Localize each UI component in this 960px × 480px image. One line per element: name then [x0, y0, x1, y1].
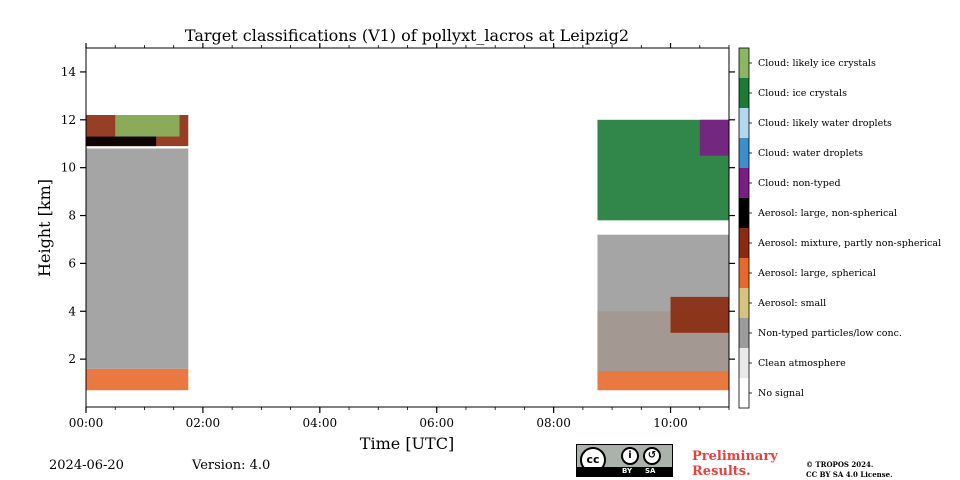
y-axis-label: Height [km]: [35, 179, 54, 277]
plot-area: [86, 115, 729, 391]
colorbar-swatch: [739, 108, 749, 138]
y-tick-label: 2: [68, 352, 76, 366]
cc-by-sa-badge: cc i ↺ BY SA: [576, 444, 673, 477]
colorbar-label: Aerosol: large, non-spherical: [757, 208, 897, 219]
y-tick-label: 14: [61, 65, 77, 79]
axes: 00:00 02:00 04:00 06:00 08:00 10:00 2 4 6 8 10 12 14: [61, 43, 735, 430]
colorbar-label: Aerosol: small: [757, 298, 826, 309]
version-label: Version: 4.0: [192, 458, 271, 473]
y-tick-label: 8: [68, 209, 76, 223]
prelim-line-2: Results.: [692, 464, 751, 479]
colorbar-label: Cloud: non-typed: [758, 178, 841, 189]
region-aerosol-large-spherical: [86, 368, 189, 391]
region-non-typed-particles-low-conc-: [86, 148, 189, 369]
attribution-icon: i: [621, 447, 639, 465]
colorbar-swatch: [739, 48, 749, 78]
colorbar-label: No signal: [758, 388, 804, 399]
sa-label: SA: [645, 467, 656, 475]
colorbar-label: Cloud: ice crystals: [758, 88, 847, 99]
colorbar-swatch: [739, 378, 749, 408]
badge-strip: [577, 467, 672, 476]
colorbar-swatch: [739, 78, 749, 108]
x-tick-label: 10:00: [653, 416, 688, 430]
prelim-line-1: Preliminary: [692, 449, 778, 464]
colorbar-label: Cloud: likely water droplets: [758, 118, 892, 129]
copyright-line-2: CC BY SA 4.0 License.: [806, 470, 893, 479]
colorbar-swatch: [739, 288, 749, 318]
colorbar-label: Cloud: likely ice crystals: [758, 58, 876, 69]
colorbar-swatch: [739, 198, 749, 228]
copyright-line-1: © TROPOS 2024.: [806, 460, 874, 469]
colorbar-swatch: [739, 348, 749, 378]
region-aerosol-mixture-partly-non-spherical: [670, 296, 729, 333]
colorbar-label: Non-typed particles/low conc.: [758, 328, 902, 339]
y-tick-label: 6: [68, 256, 76, 270]
share-alike-icon: ↺: [643, 447, 661, 465]
colorbar-label: Aerosol: large, spherical: [757, 268, 876, 279]
y-tick-label: 10: [61, 161, 76, 175]
chart-title: Target classifications (V1) of pollyxt_l…: [185, 26, 629, 45]
colorbar-label: Clean atmosphere: [758, 358, 846, 369]
y-tick-label: 12: [61, 113, 76, 127]
y-tick-label: 4: [68, 304, 76, 318]
by-label: BY: [622, 467, 633, 475]
x-tick-label: 06:00: [419, 416, 454, 430]
colorbar-swatch: [739, 258, 749, 288]
colorbar-swatch: [739, 318, 749, 348]
colorbar-swatch: [739, 228, 749, 258]
x-tick-label: 02:00: [186, 416, 221, 430]
preliminary-results-note: Preliminary Results.: [692, 449, 778, 479]
x-axis-label: Time [UTC]: [360, 434, 454, 453]
measurement-date: 2024-06-20: [49, 458, 124, 473]
region-cloud-likely-ice-crystals: [115, 115, 180, 137]
x-tick-label: 00:00: [69, 416, 104, 430]
copyright-note: © TROPOS 2024. CC BY SA 4.0 License.: [806, 460, 893, 480]
region-aerosol-large-non-spherical: [86, 136, 157, 147]
colorbar-swatch: [739, 138, 749, 168]
classification-regions: [86, 115, 729, 391]
colorbar-frame: [738, 47, 750, 409]
classification-colorbar: Cloud: likely ice crystals Cloud: ice cry…: [738, 47, 941, 409]
colorbar-label: Aerosol: mixture, partly non-spherical: [757, 238, 941, 249]
colorbar-swatch: [739, 168, 749, 198]
colorbar-label: Cloud: water droplets: [758, 148, 863, 159]
x-tick-label: 08:00: [536, 416, 571, 430]
x-tick-label: 04:00: [303, 416, 338, 430]
region-cloud-non-typed: [699, 119, 729, 156]
